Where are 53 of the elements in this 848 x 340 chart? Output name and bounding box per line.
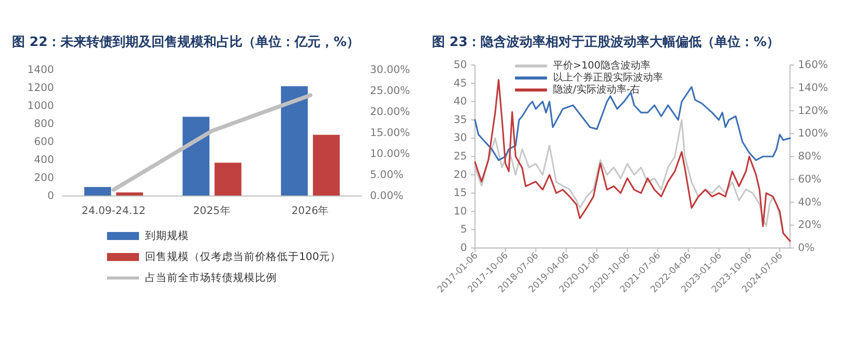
y-tick-label: 5 <box>460 224 467 236</box>
y2-tick-label: 0% <box>798 242 815 254</box>
line-series <box>474 119 791 242</box>
y-tick-label: 15 <box>454 187 467 200</box>
y-tick-label: 1000 <box>27 100 54 112</box>
y-tick-label: 25 <box>454 150 467 162</box>
bar <box>214 162 242 196</box>
y2-tick-label: 80% <box>798 150 822 162</box>
y2-tick-label: 40% <box>798 196 822 208</box>
legend-label: 平价>100隐含波动率 <box>553 60 650 72</box>
x-tick-label: 2025年 <box>193 205 231 217</box>
y-tick-label: 200 <box>34 172 54 184</box>
x-tick-label: 2026年 <box>291 205 330 217</box>
y2-tick-label: 100% <box>798 128 828 140</box>
y-tick-label: 400 <box>34 154 54 166</box>
y-tick-label: 0 <box>47 190 54 202</box>
bar <box>182 116 210 196</box>
bar <box>280 86 308 196</box>
y2-tick-label: 10.00% <box>370 148 410 160</box>
line-series <box>474 86 791 161</box>
x-tick-label: 24.09-24.12 <box>82 205 146 217</box>
legend-label: 隐波/实际波动率-右 <box>553 84 640 96</box>
y2-tick-label: 20.00% <box>370 106 410 118</box>
bar <box>312 134 340 196</box>
legend-label: 到期规模 <box>145 230 189 242</box>
y-tick-label: 800 <box>34 118 54 130</box>
legend-label: 占当前全市场转债规模比例 <box>145 271 277 284</box>
y2-tick-label: 160% <box>798 59 828 71</box>
y2-tick-label: 120% <box>798 104 828 117</box>
y2-tick-label: 30.00% <box>370 64 410 76</box>
y-tick-label: 20 <box>454 168 467 181</box>
y-tick-label: 45 <box>454 77 467 90</box>
y-tick-label: 50 <box>454 59 467 71</box>
bar <box>84 187 112 196</box>
y-tick-label: 0 <box>460 242 467 254</box>
y-tick-label: 10 <box>454 205 467 218</box>
y2-tick-label: 25.00% <box>370 85 410 97</box>
y2-tick-label: 140% <box>798 82 828 94</box>
y-tick-label: 30 <box>454 132 467 144</box>
chart-title: 图 23：隐含波动率相对于正股波动率大幅偏低（单位：%） <box>432 34 780 50</box>
y2-tick-label: 0.00% <box>370 190 404 202</box>
legend-label: 以上个券正股实际波动率 <box>553 72 663 84</box>
y-tick-label: 1200 <box>27 82 54 94</box>
y-tick-label: 35 <box>454 114 467 126</box>
y2-tick-label: 5.00% <box>370 169 404 181</box>
y2-tick-label: 15.00% <box>370 127 410 139</box>
y-tick-label: 1400 <box>27 64 54 76</box>
chart-title: 图 22：未来转债到期及回售规模和占比（单位：亿元，%） <box>12 34 360 50</box>
y-tick-label: 600 <box>34 136 54 148</box>
y-tick-label: 40 <box>454 96 467 108</box>
legend-label: 回售规模（仅考虑当前价格低于100元） <box>145 250 342 263</box>
y2-tick-label: 20% <box>798 219 822 232</box>
y2-tick-label: 60% <box>798 173 822 186</box>
